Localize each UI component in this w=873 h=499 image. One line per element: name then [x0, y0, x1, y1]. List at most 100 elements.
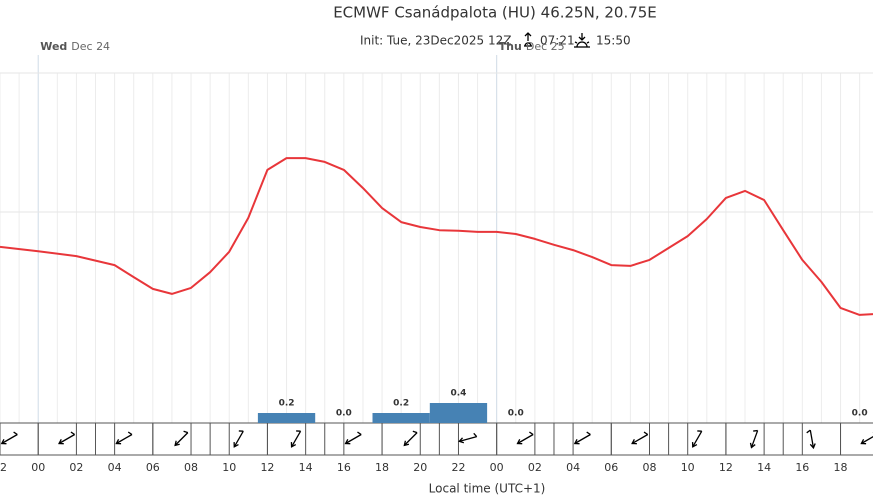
wind-shaft: [459, 436, 477, 442]
x-tick-label: 14: [299, 461, 313, 474]
wind-arrow: [631, 431, 649, 445]
x-tick-label: 06: [604, 461, 618, 474]
wind-shaft: [517, 433, 534, 445]
wind-barb: [127, 431, 133, 436]
wind-shaft: [58, 433, 75, 445]
wind-head: [631, 439, 637, 445]
x-tick-label: 08: [642, 461, 656, 474]
wind-barb: [70, 431, 76, 436]
wind-head: [344, 439, 351, 445]
wind-arrow: [0, 431, 18, 445]
subtitle: Init: Tue, 23Dec2025 12Z: [360, 34, 512, 48]
x-tick-label: 22: [451, 461, 465, 474]
x-tick-label: 06: [146, 461, 160, 474]
x-tick-label: 04: [108, 461, 122, 474]
x-tick-label: 10: [222, 461, 236, 474]
temperature-line: [0, 157, 873, 316]
x-axis-title: Local time (UTC+1): [429, 482, 546, 496]
sunset-icon: [574, 33, 590, 48]
day-label: Wed Dec 24: [40, 40, 110, 53]
wind-head: [809, 443, 816, 450]
x-tick-label: 08: [184, 461, 198, 474]
wind-arrow: [516, 431, 534, 445]
wind-head: [458, 437, 465, 444]
wind-head: [0, 439, 7, 445]
x-tick-label: 16: [337, 461, 351, 474]
wind-shaft: [291, 430, 302, 448]
wind-head: [860, 439, 867, 445]
precip-bar: [257, 413, 316, 423]
wind-barb: [238, 430, 244, 432]
wind-barb: [586, 431, 591, 436]
precip-label: 0.2: [393, 399, 409, 409]
day-date: Dec 25: [526, 40, 565, 53]
wind-barb: [806, 429, 811, 434]
precip-bar: [429, 403, 488, 423]
precip-label: 0.0: [336, 409, 352, 419]
wind-barb: [296, 430, 301, 432]
x-tick-label: 12: [260, 461, 274, 474]
precip-bar: [372, 413, 430, 423]
wind-arrow: [233, 430, 244, 448]
day-label: Thu Dec 25: [499, 40, 565, 53]
wind-arrow: [806, 429, 816, 450]
wind-shaft: [233, 430, 244, 448]
x-tick-label: 14: [757, 461, 771, 474]
wind-head: [691, 442, 698, 448]
wind-arrow: [290, 430, 302, 448]
wind-head: [573, 439, 580, 445]
precip-label: 0.0: [508, 409, 524, 419]
wind-shaft: [1, 433, 18, 445]
wind-shaft: [631, 433, 649, 445]
plot-area: [0, 55, 861, 423]
precip-label: 0.0: [852, 409, 868, 419]
wind-shaft: [174, 432, 189, 446]
wind-arrow: [691, 430, 703, 448]
wind-barb: [473, 432, 478, 438]
wind-arrow: [860, 431, 873, 445]
day-date: Dec 24: [71, 40, 110, 53]
x-tick-label: 02: [528, 461, 542, 474]
x-tick-label: 20: [413, 461, 427, 474]
wind-barb: [412, 430, 418, 434]
sunset-time: 15:50: [596, 34, 631, 48]
x-tick-label: 16: [795, 461, 809, 474]
x-tick-label: 12: [719, 461, 733, 474]
wind-shaft: [809, 430, 815, 448]
precip-label: 0.2: [279, 399, 295, 409]
x-tick-label: 18: [375, 461, 389, 474]
wind-barb: [697, 430, 702, 432]
wind-head: [58, 439, 64, 445]
wind-arrow: [458, 432, 478, 444]
wind-shaft: [116, 433, 133, 445]
x-tick-label: 18: [834, 461, 848, 474]
wind-shaft: [692, 430, 703, 448]
x-tick-label: 10: [681, 461, 695, 474]
wind-head: [516, 439, 523, 445]
x-tick-label: 00: [31, 461, 45, 474]
wind-barb: [13, 431, 18, 436]
wind-barb: [753, 429, 758, 432]
day-name: Thu: [499, 40, 522, 53]
wind-barb: [643, 431, 649, 436]
wind-shaft: [345, 433, 362, 445]
wind-shaft: [750, 430, 759, 448]
sunrise-time: 07:21: [540, 34, 575, 48]
wind-shaft: [861, 433, 873, 445]
wind-barb: [357, 431, 362, 436]
wind-head: [174, 440, 180, 447]
wind-head: [403, 440, 410, 447]
x-tick-label: 00: [490, 461, 504, 474]
wind-arrow: [749, 429, 759, 449]
wind-barb: [183, 430, 189, 434]
chart-title: ECMWF Csanádpalota (HU) 46.25N, 20.75E: [333, 4, 657, 22]
precip-label: 0.4: [450, 389, 466, 399]
sunrise-icon: [524, 32, 532, 47]
wind-arrow: [573, 431, 591, 445]
wind-arrow: [344, 431, 362, 445]
wind-head: [749, 442, 756, 449]
wind-shaft: [574, 433, 591, 445]
day-name: Wed: [40, 40, 67, 53]
wind-arrow: [403, 430, 418, 447]
